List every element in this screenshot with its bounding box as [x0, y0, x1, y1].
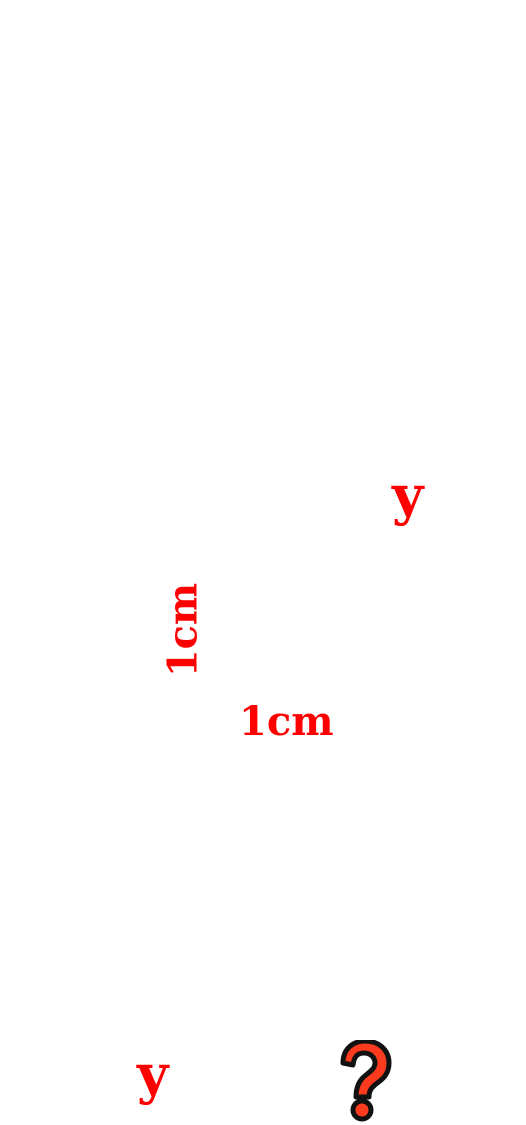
bottom-variable-label: y — [137, 1042, 169, 1106]
horizontal-side-length-label: 1cm — [239, 698, 334, 745]
question-mark-icon — [340, 1040, 392, 1122]
top-variable-label: y — [392, 463, 424, 527]
vertical-side-length-label: 1cm — [159, 582, 207, 678]
